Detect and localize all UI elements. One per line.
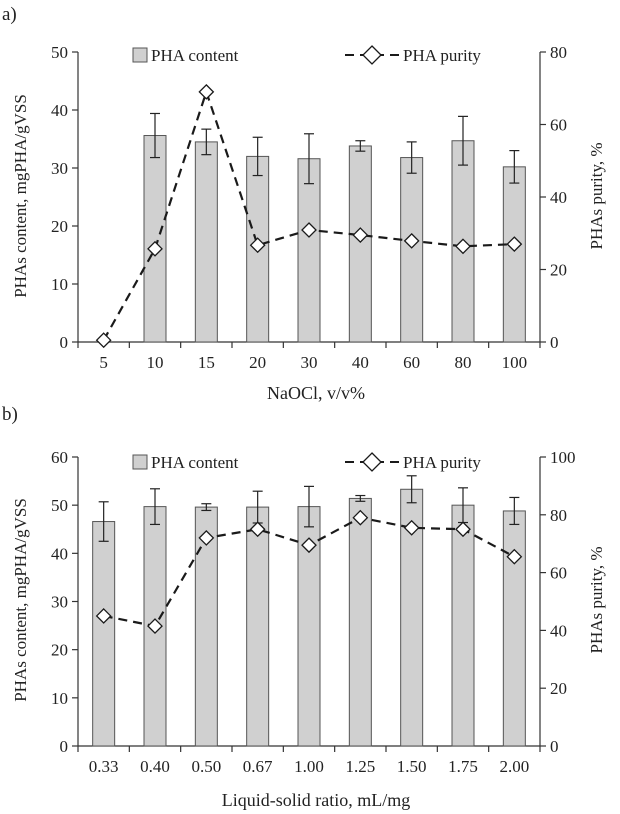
- bar: [451, 504, 475, 747]
- plot-area: 0 10 20 30 40 50 60 0 20 40 60 80 100 0.33 0.40 0.50 0.6…: [51, 448, 576, 776]
- y-tick-label-left: 20: [51, 217, 68, 236]
- legend-diamond-marker: [362, 45, 382, 65]
- x-tick-label: 100: [502, 353, 528, 372]
- purity-point: [147, 618, 163, 634]
- legend: PHA content PHA purity: [132, 45, 481, 65]
- purity-point: [403, 519, 420, 536]
- y-axis-title-right: PHAs purity, %: [587, 142, 606, 249]
- y-tick-label-left: 10: [51, 689, 68, 708]
- x-tick-label: 0.33: [89, 757, 119, 776]
- y-axis-title-left: PHAs content, mgPHA/gVSS: [11, 94, 30, 298]
- y-tick-label-right: 100: [550, 448, 576, 467]
- x-tick-label: 0.40: [140, 757, 170, 776]
- x-axis-title: Liquid-solid ratio, mL/mg: [222, 790, 410, 810]
- purity-point: [249, 521, 266, 538]
- legend-diamond-marker: [362, 452, 382, 472]
- y-axis-title-left: PHAs content, mgPHA/gVSS: [11, 498, 30, 702]
- x-tick-label: 20: [249, 353, 266, 372]
- x-axis-title: NaOCl, v/v%: [267, 383, 365, 403]
- purity-point: [352, 509, 369, 526]
- bar: [348, 145, 372, 343]
- y-tick-label-right: 20: [550, 679, 567, 698]
- purity-point: [506, 236, 523, 253]
- y-tick-label-right: 60: [550, 116, 567, 135]
- x-tick-label: 40: [352, 353, 369, 372]
- y-tick-label-left: 40: [51, 101, 68, 120]
- y-tick-label-right: 80: [550, 506, 567, 525]
- x-tick-label: 0.67: [243, 757, 273, 776]
- x-tick-label: 1.00: [294, 757, 324, 776]
- purity-point: [198, 83, 215, 100]
- bar: [194, 141, 218, 343]
- panel-b: b) PHA content PHA purity 01020304050600…: [2, 404, 606, 810]
- purity-point: [301, 537, 317, 554]
- legend-line-label: PHA purity: [403, 46, 481, 65]
- bar: [246, 506, 270, 747]
- legend: PHA content PHA purity: [132, 452, 481, 472]
- purity-point: [455, 521, 471, 538]
- purity-point: [95, 332, 112, 349]
- y-tick-label-right: 0: [550, 333, 559, 352]
- legend-bar-swatch: [132, 47, 148, 63]
- panel-label: b): [2, 404, 18, 425]
- purity-point: [198, 530, 215, 546]
- bar: [502, 510, 526, 747]
- y-tick-label-left: 10: [51, 275, 68, 294]
- bar: [297, 158, 321, 343]
- plot-area: 0 10 20 30 40 50 0 20 40 60 80 5 10 15 20 30 40 60 80 100: [51, 43, 567, 372]
- legend-line-label: PHA purity: [403, 453, 481, 472]
- legend-bar-swatch: [132, 454, 148, 470]
- y-tick-label-right: 20: [550, 261, 567, 280]
- x-tick-label: 60: [403, 353, 420, 372]
- y-tick-label-left: 0: [60, 737, 69, 756]
- purity-point: [301, 222, 317, 238]
- x-tick-label: 1.50: [397, 757, 427, 776]
- y-tick-label-left: 50: [51, 43, 68, 62]
- y-tick-label-left: 60: [51, 448, 68, 467]
- y-tick-label-right: 0: [550, 737, 559, 756]
- bar: [348, 497, 372, 747]
- y-tick-label-right: 60: [550, 564, 567, 583]
- purity-point: [249, 237, 266, 254]
- panel-a: a) PHA content PHA purity 0 10 20 30 40 50 0 20…: [2, 4, 606, 403]
- x-tick-label: 0.50: [191, 757, 221, 776]
- panel-label: a): [2, 4, 17, 25]
- y-tick-label-left: 20: [51, 641, 68, 660]
- x-tick-label: 30: [301, 353, 318, 372]
- y-tick-label-left: 30: [51, 159, 68, 178]
- legend-bar-label: PHA content: [151, 453, 239, 472]
- bar: [502, 166, 526, 343]
- purity-point: [352, 227, 369, 243]
- purity-point: [403, 232, 420, 249]
- purity-point: [455, 238, 471, 255]
- x-tick-label: 15: [198, 353, 215, 372]
- y-tick-label-right: 80: [550, 43, 567, 62]
- bar: [143, 135, 167, 343]
- legend-bar-label: PHA content: [151, 46, 239, 65]
- y-tick-label-left: 0: [60, 333, 69, 352]
- x-tick-label: 2.00: [499, 757, 529, 776]
- purity-point: [147, 240, 163, 257]
- x-tick-label: 5: [99, 353, 108, 372]
- x-tick-label: 10: [147, 353, 164, 372]
- bar: [92, 521, 116, 747]
- bar: [400, 157, 424, 343]
- y-tick-label-left: 50: [51, 496, 68, 515]
- y-tick-label-left: 30: [51, 593, 68, 612]
- y-axis-title-right: PHAs purity, %: [587, 546, 606, 653]
- x-tick-label: 1.75: [448, 757, 478, 776]
- x-tick-label: 80: [455, 353, 472, 372]
- purity-point: [506, 548, 523, 565]
- y-tick-label-right: 40: [550, 621, 567, 640]
- x-tick-label: 1.25: [345, 757, 375, 776]
- y-tick-label-right: 40: [550, 188, 567, 207]
- purity-point: [95, 608, 112, 624]
- y-tick-label-left: 40: [51, 544, 68, 563]
